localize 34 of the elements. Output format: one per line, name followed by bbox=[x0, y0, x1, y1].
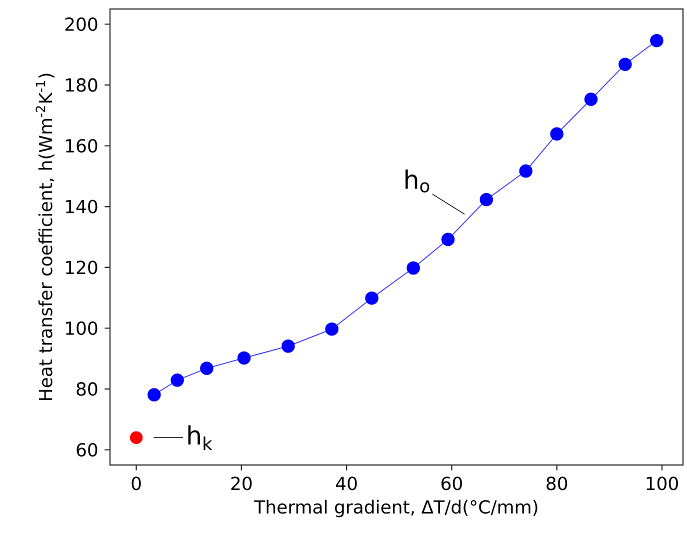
point bbox=[148, 388, 161, 402]
x-tick-label: 100 bbox=[646, 476, 678, 490]
point bbox=[480, 192, 494, 206]
x-tick-label: 40 bbox=[336, 476, 357, 490]
point bbox=[237, 351, 251, 365]
point bbox=[618, 58, 632, 71]
series-label: h$_{k}$ bbox=[188, 425, 212, 450]
series-label: h$_{o}$ bbox=[406, 170, 430, 192]
point bbox=[325, 322, 338, 336]
point bbox=[519, 164, 532, 178]
point bbox=[130, 431, 143, 444]
x-axis-title: Thermal gradient, ΔT/d(°C/mm) bbox=[254, 500, 538, 518]
y-tick-label: 160 bbox=[66, 138, 98, 153]
y-tick-label: 120 bbox=[66, 260, 98, 274]
y-tick-label: 200 bbox=[65, 17, 98, 31]
point bbox=[441, 232, 455, 246]
y-tick-label: 60 bbox=[76, 442, 98, 457]
point bbox=[200, 362, 214, 375]
y-tick-label: 80 bbox=[76, 382, 98, 396]
point bbox=[170, 374, 184, 387]
point bbox=[650, 34, 664, 48]
point bbox=[365, 291, 378, 305]
point bbox=[584, 92, 598, 106]
point bbox=[406, 261, 420, 275]
y-tick-label: 100 bbox=[66, 321, 98, 335]
y-axis-title: Heat transfer coefficient, h(Wm$^{-2}$K$^{-1}$) bbox=[36, 74, 54, 400]
y-tick-label: 180 bbox=[66, 78, 98, 92]
x-tick-label: 0 bbox=[132, 476, 141, 490]
point bbox=[550, 127, 564, 141]
point bbox=[282, 339, 295, 353]
x-tick-label: 60 bbox=[442, 476, 462, 490]
x-tick-label: 80 bbox=[546, 476, 568, 490]
y-tick-label: 140 bbox=[66, 200, 98, 214]
x-tick-label: 20 bbox=[231, 476, 252, 490]
